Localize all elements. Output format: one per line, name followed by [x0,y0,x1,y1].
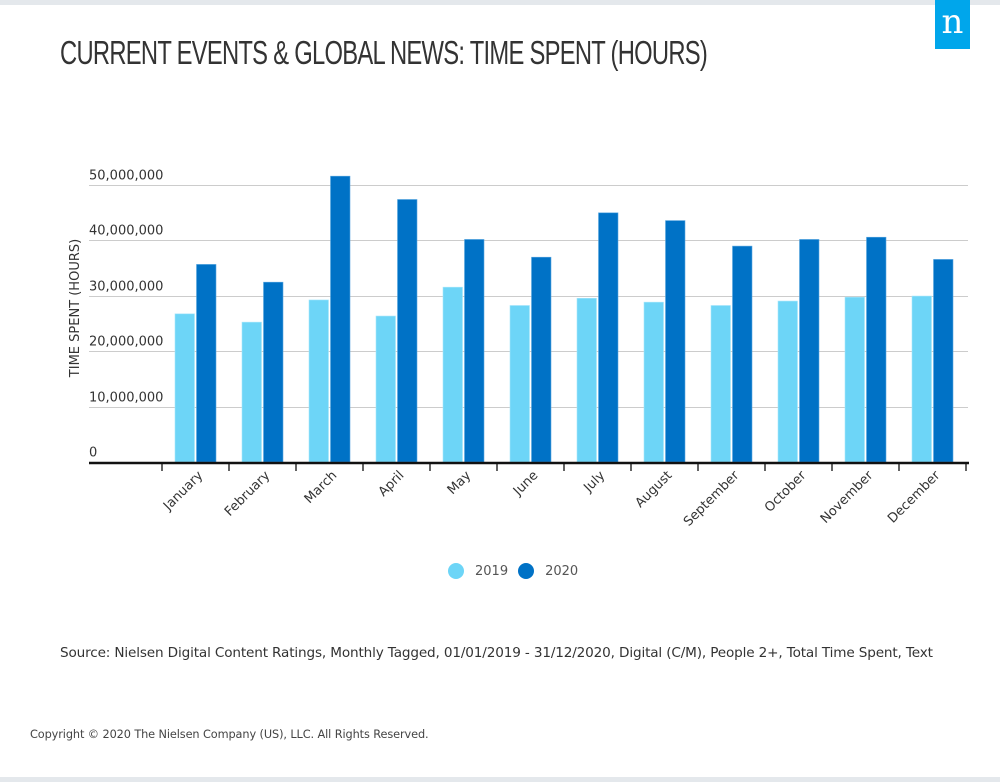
bar-2020-february [263,281,284,463]
bar-2019-may [442,286,463,463]
bar-2019-november [844,296,865,463]
x-tick-label: February [222,468,274,520]
x-tick-label: August [633,468,676,511]
y-tick-label: 40,000,000 [89,224,163,239]
bottom-border-band [0,777,1000,782]
gridlines [89,185,968,408]
x-tick-label: December [885,468,944,527]
legend-swatch-2019 [448,563,464,579]
page-title: CURRENT EVENTS & GLOBAL NEWS: TIME SPENT… [60,34,708,71]
bar-2019-july [576,297,597,463]
bar-2020-july [598,212,619,463]
bar-2019-june [509,305,530,463]
x-tick-label: July [580,468,608,496]
bar-2019-september [710,305,731,463]
y-tick-labels: 0 10,000,000 20,000,000 30,000,000 40,000,00… [89,169,163,461]
bar-chart: 0 10,000,000 20,000,000 30,000,000 40,000,00… [68,169,969,530]
y-axis-label: TIME SPENT (HOURS) [68,239,83,378]
x-tick-label: September [681,468,743,530]
legend-item-2020[interactable]: 2020 [518,563,578,579]
y-tick-label: 30,000,000 [89,280,163,295]
top-border-band [0,0,1000,5]
x-tick-label: May [445,468,475,498]
y-tick-label: 10,000,000 [89,391,163,406]
bar-2020-november [866,236,887,463]
logo-letter: n [941,2,964,42]
bar-2020-october [799,239,820,463]
x-tick-label: June [510,468,541,499]
y-tick-label: 0 [89,446,97,461]
bar-2019-january [174,313,195,463]
x-tick-label: January [160,468,206,514]
x-axis [89,461,969,471]
bar-2020-december [933,259,954,463]
nielsen-logo: n [935,0,970,49]
x-tick-label: November [818,468,877,527]
copyright-note: Copyright © 2020 The Nielsen Company (US… [30,728,429,741]
bar-2019-october [777,300,798,463]
bar-2020-june [531,256,552,463]
legend-label-2020: 2020 [545,563,579,579]
bar-2020-may [464,239,485,463]
legend-label-2019: 2019 [475,563,509,579]
x-tick-label: April [376,468,408,500]
source-note: Source: Nielsen Digital Content Ratings,… [60,645,933,661]
bar-2020-april [397,199,418,463]
bar-2020-september [732,245,753,463]
y-tick-label: 50,000,000 [89,169,163,184]
bar-2020-august [665,220,686,463]
bars [174,175,954,463]
legend-item-2019[interactable]: 2019 [448,563,508,579]
x-tick-label: March [302,468,341,507]
bar-2019-august [643,301,664,463]
bar-2019-february [241,321,262,463]
bar-2019-april [375,315,396,463]
x-tick-label: October [762,468,810,516]
legend-swatch-2020 [518,563,535,579]
bar-2020-march [330,175,351,463]
x-tick-labels: January February March April May June July Augu… [160,468,944,530]
bar-2020-january [196,264,217,463]
y-tick-label: 20,000,000 [89,335,163,350]
legend: 2019 2020 [448,561,588,581]
bar-2019-december [911,295,932,463]
bar-2019-march [308,299,329,463]
